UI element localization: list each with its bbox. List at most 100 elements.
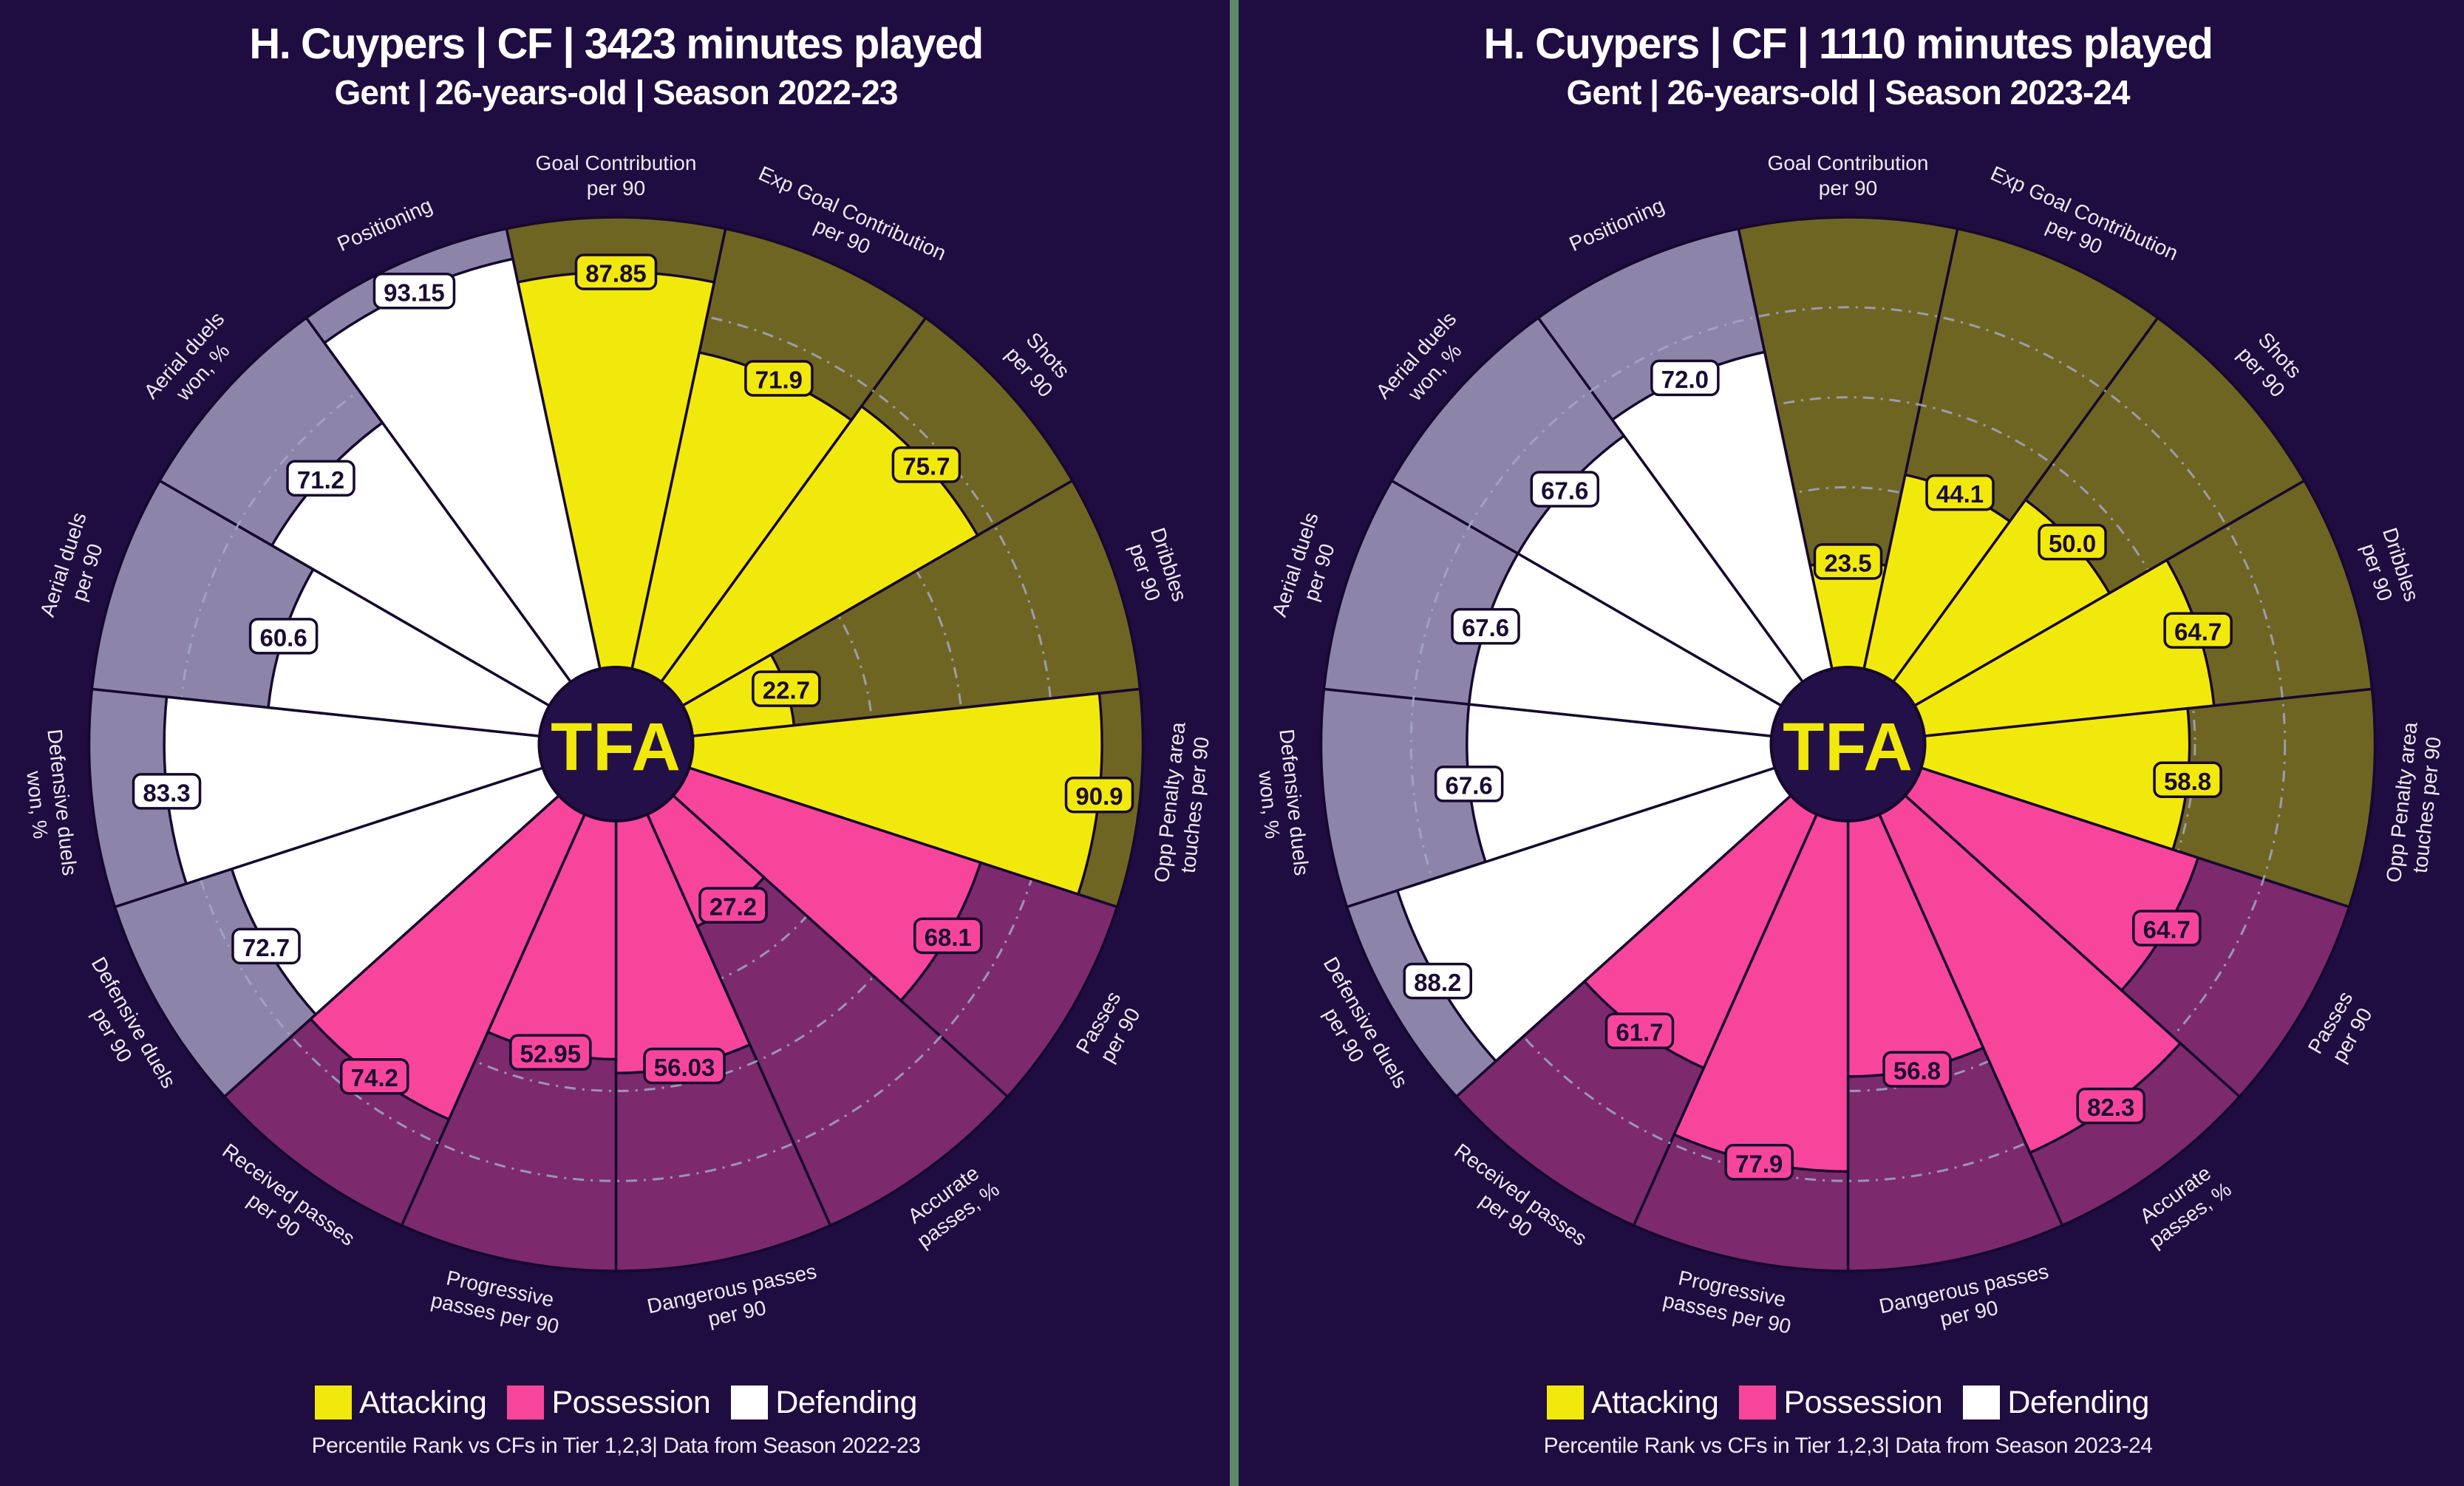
param-label-dribbles-per-90: Dribblesper 90 bbox=[2355, 525, 2424, 612]
svg-text:82.3: 82.3 bbox=[2087, 1094, 2134, 1121]
legend-label: Defending bbox=[2007, 1384, 2149, 1420]
svg-text:72.0: 72.0 bbox=[1661, 366, 1709, 393]
value-badge-defensive-duels-per-90: 88.2 bbox=[1403, 962, 1473, 1000]
param-label-goal-contribution-per-90: Goal Contribution per 90 bbox=[536, 151, 697, 200]
value-badge-dribbles-per-90: 22.7 bbox=[752, 670, 821, 707]
possession-swatch-icon bbox=[1739, 1386, 1777, 1419]
svg-text:60.6: 60.6 bbox=[259, 624, 307, 651]
param-label-defensive-duels-won: Defensive duelswon, % bbox=[1250, 728, 1313, 879]
value-badge-passes-per-90: 68.1 bbox=[913, 917, 983, 955]
footnote: Percentile Rank vs CFs in Tier 1,2,3| Da… bbox=[311, 1434, 921, 1458]
param-label-progressive-passes-per-90: Progressivepasses per 90 bbox=[429, 1264, 567, 1338]
param-label-aerial-duels-per-90: Aerial duelsper 90 bbox=[1267, 510, 1347, 627]
value-badge-shots-per-90: 50.0 bbox=[2038, 523, 2107, 561]
value-badge-accurate-passes: 82.3 bbox=[2076, 1087, 2145, 1125]
svg-text:64.7: 64.7 bbox=[2174, 618, 2222, 646]
legend-item-defending: Defending bbox=[1963, 1385, 2149, 1421]
svg-text:83.3: 83.3 bbox=[143, 779, 190, 806]
param-label-dribbles-per-90: Dribblesper 90 bbox=[1123, 525, 1192, 612]
svg-text:22.7: 22.7 bbox=[763, 677, 810, 704]
value-badge-goal-contribution-per-90: 87.85 bbox=[574, 253, 658, 290]
attacking-swatch-icon bbox=[1547, 1386, 1585, 1419]
svg-text:68.1: 68.1 bbox=[925, 924, 972, 951]
svg-text:56.03: 56.03 bbox=[654, 1054, 715, 1081]
value-badge-opp-penalty-area-touches-per-90: 90.9 bbox=[1064, 776, 1134, 814]
value-badge-received-passes-per-90: 61.7 bbox=[1604, 1012, 1675, 1049]
pizza-chart: TFA 87.85 71.9 75.7 22.7 90.9 68.1 27.2 56.03 52.… bbox=[18, 151, 1214, 1338]
param-label-goal-contribution-per-90: Goal Contribution per 90 bbox=[1768, 151, 1929, 200]
param-label-shots-per-90: Shotsper 90 bbox=[2233, 326, 2308, 402]
legend-label: Possession bbox=[1783, 1384, 1943, 1420]
param-label-dangerous-passes-per-90: Dangerous passesper 90 bbox=[1877, 1260, 2056, 1343]
svg-text:56.8: 56.8 bbox=[1893, 1057, 1941, 1085]
defending-swatch-icon bbox=[1963, 1386, 2001, 1419]
value-badge-dangerous-passes-per-90: 56.8 bbox=[1882, 1051, 1952, 1088]
value-badge-opp-penalty-area-touches-per-90: 58.8 bbox=[2153, 761, 2222, 799]
svg-text:88.2: 88.2 bbox=[1414, 969, 1461, 996]
svg-text:74.2: 74.2 bbox=[351, 1064, 398, 1091]
param-label-shots-per-90: Shotsper 90 bbox=[1001, 326, 1076, 402]
param-label-passes-per-90: Passesper 90 bbox=[2304, 987, 2379, 1070]
param-label-positioning: Positioning bbox=[334, 194, 436, 256]
legend: Attacking Possession Defending bbox=[1232, 1380, 2464, 1425]
value-badge-defensive-duels-won: 83.3 bbox=[132, 773, 202, 810]
chart-title: H. Cuypers | CF | 1110 minutes played bbox=[1483, 20, 2213, 68]
param-label-passes-per-90: Passesper 90 bbox=[1072, 987, 1147, 1070]
chart-subtitle: Gent | 26-years-old | Season 2022-23 bbox=[334, 72, 899, 112]
svg-text:90.9: 90.9 bbox=[1075, 783, 1123, 810]
legend-item-attacking: Attacking bbox=[1547, 1384, 1719, 1421]
legend-label: Attacking bbox=[359, 1384, 487, 1420]
value-badge-progressive-passes-per-90: 52.95 bbox=[509, 1034, 592, 1071]
attacking-swatch-icon bbox=[315, 1386, 353, 1419]
value-badge-dangerous-passes-per-90: 56.03 bbox=[643, 1047, 726, 1085]
legend-item-defending: Defending bbox=[731, 1385, 917, 1421]
legend-label: Defending bbox=[775, 1384, 917, 1420]
value-badge-shots-per-90: 75.7 bbox=[891, 446, 962, 483]
svg-text:71.9: 71.9 bbox=[755, 366, 803, 393]
legend: Attacking Possession Defending bbox=[0, 1380, 1232, 1425]
svg-text:75.7: 75.7 bbox=[902, 452, 950, 480]
svg-text:23.5: 23.5 bbox=[1824, 549, 1871, 576]
chart-title: H. Cuypers | CF | 3423 minutes played bbox=[249, 20, 984, 68]
svg-text:67.6: 67.6 bbox=[1541, 477, 1588, 504]
value-badge-goal-contribution-per-90: 23.5 bbox=[1813, 543, 1883, 580]
value-badge-defensive-duels-per-90: 72.7 bbox=[231, 927, 301, 965]
value-badge-passes-per-90: 64.7 bbox=[2132, 910, 2202, 947]
value-badge-aerial-duels-per-90: 67.6 bbox=[1451, 607, 1520, 645]
value-badge-progressive-passes-per-90: 77.9 bbox=[1724, 1144, 1794, 1181]
svg-text:61.7: 61.7 bbox=[1616, 1019, 1663, 1046]
svg-text:58.8: 58.8 bbox=[2164, 768, 2211, 795]
defending-swatch-icon bbox=[731, 1386, 769, 1419]
param-label-positioning: Positioning bbox=[1566, 194, 1668, 256]
center-circle bbox=[1769, 666, 1927, 822]
value-badge-positioning: 93.15 bbox=[372, 273, 456, 310]
svg-text:87.85: 87.85 bbox=[585, 259, 647, 287]
possession-swatch-icon bbox=[507, 1386, 545, 1419]
svg-text:67.6: 67.6 bbox=[1446, 771, 1493, 799]
gridline-circle-60 bbox=[1500, 396, 2196, 1092]
param-label-defensive-duels-won: Defensive duelswon, % bbox=[18, 728, 81, 879]
param-label-opp-penalty-area-touches-per-90: Opp Penalty areatouches per 90 bbox=[2382, 720, 2446, 886]
legend-label: Attacking bbox=[1591, 1384, 1719, 1420]
value-badge-aerial-duels-per-90: 60.6 bbox=[248, 618, 319, 655]
svg-text:71.2: 71.2 bbox=[297, 466, 344, 494]
value-badge-dribbles-per-90: 64.7 bbox=[2163, 612, 2233, 649]
svg-text:52.95: 52.95 bbox=[520, 1040, 582, 1068]
gridline-circle-80 bbox=[1409, 306, 2287, 1182]
svg-text:77.9: 77.9 bbox=[1735, 1150, 1783, 1177]
legend-item-possession: Possession bbox=[507, 1385, 711, 1421]
svg-text:67.6: 67.6 bbox=[1462, 614, 1509, 641]
svg-text:72.7: 72.7 bbox=[242, 934, 290, 961]
value-badge-exp-goal-contribution-per-90: 71.9 bbox=[744, 360, 814, 397]
value-badge-positioning: 72.0 bbox=[1650, 359, 1720, 397]
chart-subtitle: Gent | 26-years-old | Season 2023-24 bbox=[1566, 72, 2131, 112]
param-label-opp-penalty-area-touches-per-90: Opp Penalty areatouches per 90 bbox=[1150, 720, 1214, 886]
param-label-progressive-passes-per-90: Progressivepasses per 90 bbox=[1661, 1264, 1799, 1338]
legend-item-possession: Possession bbox=[1739, 1384, 1943, 1421]
param-label-aerial-duels-per-90: Aerial duelsper 90 bbox=[35, 510, 115, 627]
center-circle bbox=[537, 666, 695, 822]
tfa-logo: TFA bbox=[1783, 709, 1913, 785]
svg-text:64.7: 64.7 bbox=[2143, 916, 2191, 944]
svg-text:93.15: 93.15 bbox=[384, 279, 445, 306]
